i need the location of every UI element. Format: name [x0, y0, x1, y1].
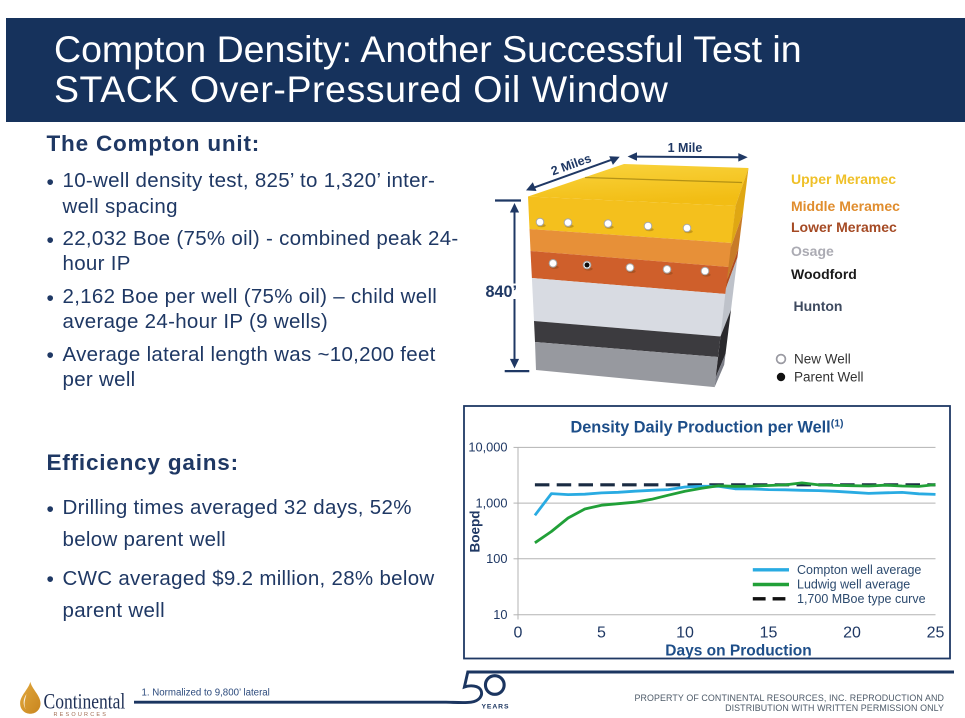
svg-text:1,000: 1,000 [475, 495, 507, 510]
svg-text:Parent Well: Parent Well [794, 370, 864, 385]
svg-text:RESOURCES: RESOURCES [54, 712, 109, 718]
svg-text:Compton well average: Compton well average [797, 563, 921, 577]
svg-text:Boepd: Boepd [468, 511, 483, 553]
svg-text:Density Daily Production per W: Density Daily Production per Well(1) [570, 418, 843, 437]
svg-text:New Well: New Well [794, 352, 851, 367]
svg-text:Ludwig well average: Ludwig well average [797, 578, 910, 592]
svg-text:5: 5 [597, 625, 606, 642]
svg-text:0: 0 [514, 625, 523, 642]
svg-text:100: 100 [486, 551, 507, 566]
svg-text:20: 20 [843, 625, 861, 642]
svg-text:10,000: 10,000 [468, 440, 507, 455]
svg-text:10: 10 [676, 625, 694, 642]
svg-text:YEARS: YEARS [482, 704, 510, 711]
svg-text:840’: 840’ [485, 283, 517, 301]
svg-text:1. Normalized to 9,800’ latera: 1. Normalized to 9,800’ lateral [142, 687, 270, 698]
svg-text:Continental: Continental [44, 690, 126, 715]
svg-text:Days on Production: Days on Production [665, 643, 811, 660]
svg-text:1 Mile: 1 Mile [668, 141, 703, 155]
svg-text:25: 25 [927, 625, 945, 642]
svg-text:1,700 MBoe type curve: 1,700 MBoe type curve [797, 592, 926, 606]
svg-text:10: 10 [493, 607, 507, 622]
svg-text:15: 15 [760, 625, 778, 642]
